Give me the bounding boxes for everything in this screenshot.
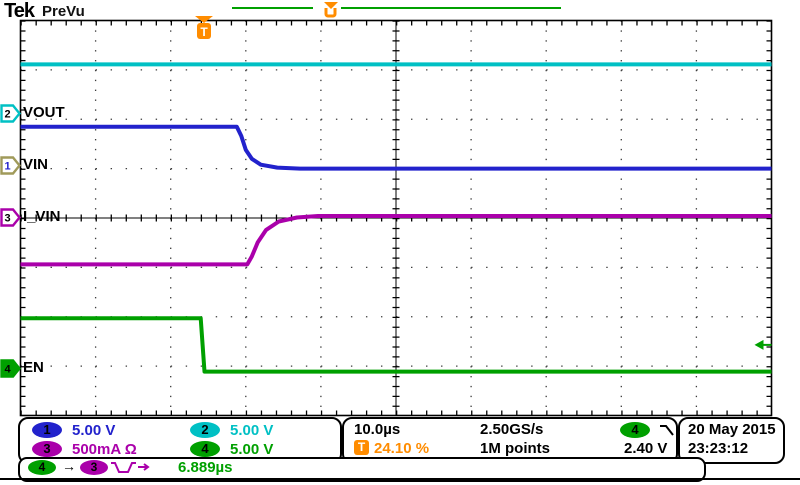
- record-length: 1M points: [480, 440, 550, 457]
- time-label: 23:23:12: [688, 440, 749, 457]
- measurement-box: 4 → 3 6.889µs: [18, 457, 706, 482]
- channel-4-scale: 5.00 V: [230, 441, 274, 458]
- trigger-position-icon: T: [354, 440, 369, 455]
- acquisition-mode-label: PreVu: [42, 3, 85, 20]
- channel-1-badge: 1: [32, 422, 62, 438]
- measurement-value: 6.889µs: [178, 459, 233, 476]
- tek-logo: Tek: [4, 0, 35, 22]
- measurement-from-badge: 4: [28, 460, 56, 475]
- waveform-ch3: [20, 214, 772, 267]
- date-label: 20 May 2015: [688, 421, 776, 438]
- sample-rate: 2.50GS/s: [480, 421, 544, 438]
- timebase-scale: 10.0µs: [354, 421, 401, 438]
- datetime-box: 20 May 2015 23:23:12: [678, 417, 785, 464]
- channel-readouts-box: 1 5.00 V 2 5.00 V 3 500mA Ω 4 5.00 V: [18, 417, 342, 464]
- record-trigger-position-icon: [324, 2, 338, 18]
- trigger-level-arrow-icon: [754, 339, 772, 350]
- trigger-position-percent: 24.10 %: [374, 440, 430, 457]
- channel-2-badge: 2: [190, 422, 220, 438]
- pulse-edges-icon: [111, 462, 150, 473]
- trigger-level: 2.40 V: [624, 440, 668, 457]
- measurement-arrow: →: [62, 458, 76, 474]
- measurement-to-badge: 3: [80, 460, 108, 475]
- waveform-ch4: [20, 316, 772, 374]
- svg-text:T: T: [200, 25, 208, 39]
- screen-divider: [0, 478, 800, 480]
- trigger-source-badge: 4: [620, 422, 650, 438]
- horizontal-trigger-box: 10.0µs 2.50GS/s 4 T 24.10 % 1M points 2.…: [342, 417, 678, 464]
- channel-2-scale: 5.00 V: [230, 422, 274, 439]
- channel-3-scale: 500mA Ω: [72, 441, 137, 458]
- trigger-point-icon: T: [195, 16, 213, 39]
- channel-3-badge: 3: [32, 441, 62, 457]
- falling-edge-icon: [660, 425, 674, 436]
- waveform-ch1: [20, 124, 772, 171]
- channel-4-badge: 4: [190, 441, 220, 457]
- channel-1-scale: 5.00 V: [72, 422, 116, 439]
